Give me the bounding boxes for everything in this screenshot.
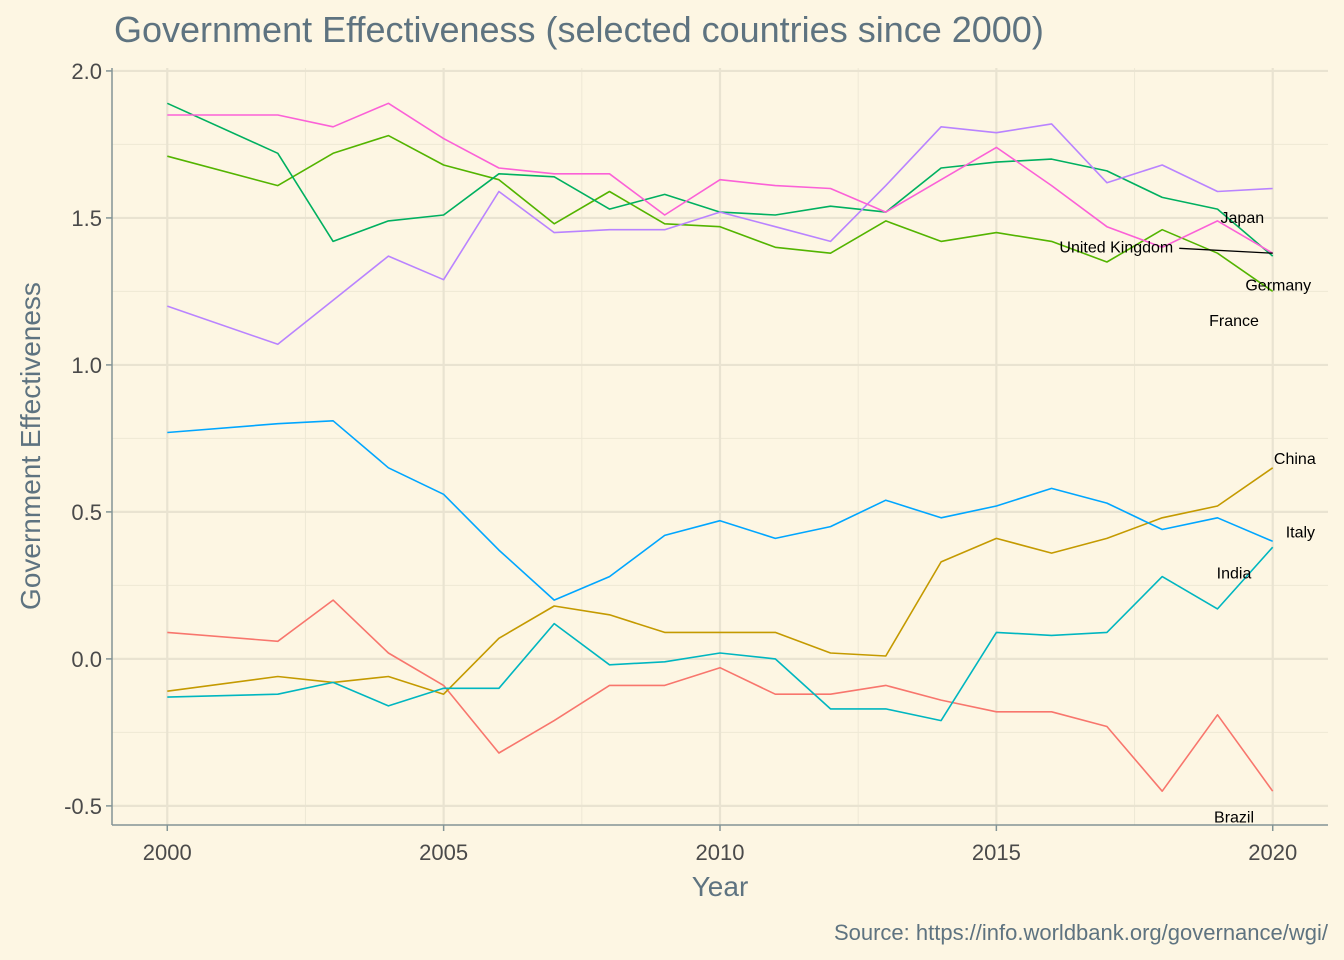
x-tick-label: 2010 (696, 840, 745, 865)
series-label-france: France (1209, 313, 1259, 330)
series-label-united-kingdom: United Kingdom (1059, 239, 1173, 256)
series-line-japan (167, 123, 1273, 346)
y-tick-label: 1.0 (71, 353, 102, 378)
series-label-italy: Italy (1286, 524, 1315, 541)
series-label-india: India (1217, 566, 1252, 583)
series-line-germany (166, 102, 1274, 257)
series-end-labels: Japan United Kingdom Germany France China Ita… (1059, 210, 1315, 827)
y-tick-label: 0.5 (71, 500, 102, 525)
series-line-china (167, 467, 1274, 696)
x-axis-title: Year (692, 871, 749, 902)
y-axis-title: Government Effectiveness (15, 282, 46, 610)
series-line-brazil (167, 599, 1274, 793)
label-leader-united-kingdom (1179, 247, 1273, 254)
series-line-italy (167, 419, 1274, 601)
series-label-brazil: Brazil (1214, 810, 1254, 827)
x-tick-label: 2015 (972, 840, 1021, 865)
axes: 2000 2005 2010 2015 2020 -0.5 0.0 0.5 1.0 1.5 2.0 (64, 59, 1328, 865)
series-line-united-kingdom (167, 102, 1274, 254)
series-label-germany: Germany (1245, 278, 1311, 295)
x-tick-label: 2020 (1248, 840, 1297, 865)
y-tick-label: 0.0 (71, 647, 102, 672)
chart-title: Government Effectiveness (selected count… (114, 9, 1044, 50)
source-caption: Source: https://info.worldbank.org/gover… (834, 920, 1329, 945)
series-label-china: China (1274, 451, 1316, 468)
grid (112, 68, 1328, 825)
x-tick-label: 2000 (143, 840, 192, 865)
y-tick-label: -0.5 (64, 794, 102, 819)
y-tick-label: 1.5 (71, 206, 102, 231)
series-label-japan: Japan (1221, 210, 1265, 227)
series-lines (166, 102, 1274, 793)
x-tick-label: 2005 (419, 840, 468, 865)
series-line-france (167, 134, 1274, 293)
series-line-india (167, 546, 1274, 722)
y-tick-label: 2.0 (71, 59, 102, 84)
